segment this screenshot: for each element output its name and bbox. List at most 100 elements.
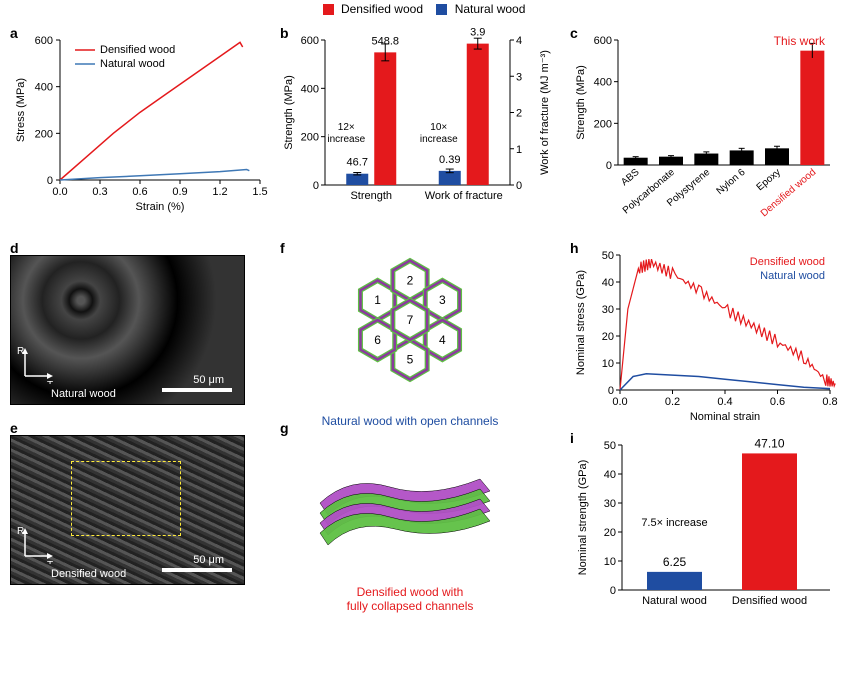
chart-i: 01020304050Nominal strength (GPa)6.25Nat… bbox=[570, 430, 840, 620]
panel-h-label: h bbox=[570, 240, 579, 256]
svg-text:1: 1 bbox=[516, 144, 522, 156]
svg-text:2: 2 bbox=[407, 273, 414, 287]
svg-text:Densified wood: Densified wood bbox=[750, 256, 825, 268]
svg-text:50: 50 bbox=[604, 440, 616, 452]
svg-text:0.2: 0.2 bbox=[665, 396, 680, 408]
highlight-box bbox=[71, 461, 181, 536]
svg-text:increase: increase bbox=[420, 134, 458, 145]
legend-swatch-densified bbox=[323, 4, 334, 15]
svg-text:0.6: 0.6 bbox=[132, 186, 147, 198]
svg-text:7.5× increase: 7.5× increase bbox=[641, 517, 707, 529]
svg-text:Strength (MPa): Strength (MPa) bbox=[575, 65, 587, 140]
legend-label-natural: Natural wood bbox=[455, 2, 526, 16]
svg-text:Work of fracture: Work of fracture bbox=[425, 190, 503, 202]
svg-text:3: 3 bbox=[439, 293, 446, 307]
svg-text:Nominal strain: Nominal strain bbox=[690, 411, 760, 420]
svg-text:Stress (MPa): Stress (MPa) bbox=[15, 78, 27, 142]
caption-g: Densified wood with fully collapsed chan… bbox=[280, 585, 540, 613]
scale-bar-e bbox=[162, 568, 232, 572]
svg-text:548.8: 548.8 bbox=[371, 35, 399, 47]
caption-f: Natural wood with open channels bbox=[280, 414, 540, 428]
svg-text:This work: This work bbox=[774, 34, 826, 48]
svg-text:10×: 10× bbox=[430, 122, 447, 133]
svg-text:T: T bbox=[47, 380, 53, 384]
svg-text:Nominal strength (GPa): Nominal strength (GPa) bbox=[577, 460, 589, 576]
panel-g: g Densified wood with fully collapsed ch… bbox=[280, 435, 540, 605]
panel-e: e R T Densified wood 50 μm bbox=[10, 435, 245, 590]
svg-text:0: 0 bbox=[608, 385, 614, 397]
axes-icon: R T bbox=[17, 344, 57, 384]
svg-text:Strength (MPa): Strength (MPa) bbox=[283, 75, 295, 150]
svg-text:47.10: 47.10 bbox=[754, 436, 784, 450]
panel-i-label: i bbox=[570, 430, 574, 446]
panel-e-label: e bbox=[10, 420, 18, 436]
svg-text:10: 10 bbox=[602, 358, 614, 370]
chart-a: 0.00.30.60.91.21.50200400600Strain (%)St… bbox=[10, 25, 270, 215]
panel-i: i 01020304050Nominal strength (GPa)6.25N… bbox=[570, 430, 840, 620]
svg-text:6: 6 bbox=[374, 333, 381, 347]
scale-bar-d bbox=[162, 388, 232, 392]
svg-text:Work of fracture (MJ m⁻³): Work of fracture (MJ m⁻³) bbox=[539, 50, 551, 175]
svg-text:ABS: ABS bbox=[619, 167, 642, 189]
svg-text:0: 0 bbox=[47, 175, 53, 187]
svg-text:0: 0 bbox=[313, 180, 319, 192]
top-legend: Densified wood Natural wood bbox=[0, 2, 848, 16]
svg-text:1.5: 1.5 bbox=[252, 186, 267, 198]
chart-c: 0200400600Strength (MPa)ABSPolycarbonate… bbox=[570, 25, 840, 225]
svg-text:600: 600 bbox=[35, 35, 53, 47]
sem-e-caption: Densified wood bbox=[51, 568, 126, 580]
scale-d: 50 μm bbox=[193, 374, 224, 386]
panel-c: c 0200400600Strength (MPa)ABSPolycarbona… bbox=[570, 25, 840, 225]
panel-f-label: f bbox=[280, 240, 285, 256]
diagram-g bbox=[280, 435, 540, 565]
sem-d-caption: Natural wood bbox=[51, 388, 116, 400]
svg-text:1.2: 1.2 bbox=[212, 186, 227, 198]
svg-text:12×: 12× bbox=[338, 122, 355, 133]
svg-text:400: 400 bbox=[35, 82, 53, 94]
chart-h: 0.00.20.40.60.801020304050Nominal strain… bbox=[570, 240, 840, 420]
sem-d: R T Natural wood 50 μm bbox=[10, 255, 245, 405]
svg-text:0: 0 bbox=[516, 180, 522, 192]
svg-text:0.9: 0.9 bbox=[172, 186, 187, 198]
svg-text:600: 600 bbox=[301, 35, 319, 47]
svg-text:Nominal stress (GPa): Nominal stress (GPa) bbox=[575, 270, 587, 375]
svg-text:2: 2 bbox=[516, 108, 522, 120]
scale-e: 50 μm bbox=[193, 554, 224, 566]
svg-text:30: 30 bbox=[602, 304, 614, 316]
svg-text:20: 20 bbox=[604, 527, 616, 539]
svg-text:0.4: 0.4 bbox=[717, 396, 732, 408]
svg-text:0.0: 0.0 bbox=[612, 396, 627, 408]
chart-b: 020040060001234Strength (MPa)Work of fra… bbox=[280, 25, 560, 215]
svg-text:400: 400 bbox=[301, 83, 319, 95]
svg-text:46.7: 46.7 bbox=[347, 157, 368, 169]
svg-text:0.6: 0.6 bbox=[770, 396, 785, 408]
svg-text:Epoxy: Epoxy bbox=[755, 167, 783, 193]
panel-h: h 0.00.20.40.60.801020304050Nominal stra… bbox=[570, 240, 840, 420]
svg-text:7: 7 bbox=[407, 313, 414, 327]
svg-text:Nylon 6: Nylon 6 bbox=[715, 167, 748, 198]
svg-text:200: 200 bbox=[594, 118, 612, 130]
svg-text:0.0: 0.0 bbox=[52, 186, 67, 198]
svg-text:R: R bbox=[17, 526, 24, 537]
svg-text:Natural wood: Natural wood bbox=[760, 270, 825, 282]
svg-text:6.25: 6.25 bbox=[663, 555, 687, 569]
svg-text:Natural wood: Natural wood bbox=[642, 595, 707, 607]
panel-b-label: b bbox=[280, 25, 289, 41]
svg-text:0: 0 bbox=[610, 585, 616, 597]
axes-icon: R T bbox=[17, 524, 57, 564]
svg-text:1: 1 bbox=[374, 293, 381, 307]
svg-text:200: 200 bbox=[301, 132, 319, 144]
svg-text:Densified wood: Densified wood bbox=[100, 44, 175, 56]
svg-text:4: 4 bbox=[439, 333, 446, 347]
svg-text:3.9: 3.9 bbox=[470, 27, 485, 39]
svg-text:5: 5 bbox=[407, 353, 414, 367]
legend-label-densified: Densified wood bbox=[341, 2, 423, 16]
svg-text:0: 0 bbox=[606, 160, 612, 172]
svg-text:0.8: 0.8 bbox=[822, 396, 837, 408]
legend-swatch-natural bbox=[436, 4, 447, 15]
svg-text:Densified wood: Densified wood bbox=[732, 595, 807, 607]
svg-text:0.39: 0.39 bbox=[439, 154, 460, 166]
svg-text:20: 20 bbox=[602, 331, 614, 343]
svg-text:40: 40 bbox=[602, 277, 614, 289]
svg-text:0.3: 0.3 bbox=[92, 186, 107, 198]
